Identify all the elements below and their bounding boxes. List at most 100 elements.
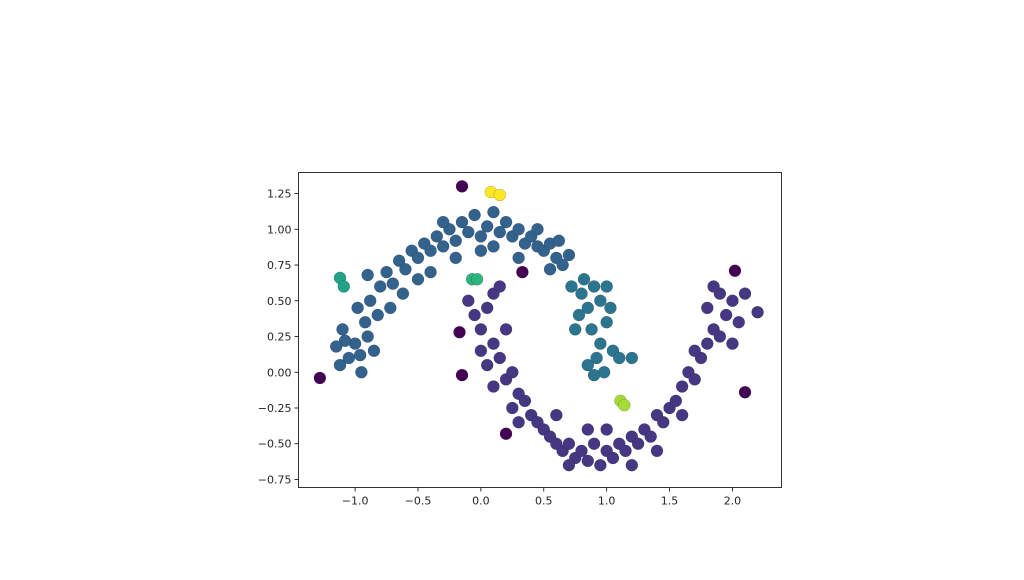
data-point — [562, 248, 576, 262]
data-point — [612, 351, 626, 365]
data-point — [430, 230, 444, 243]
x-tick-label: 0.0 — [472, 495, 490, 508]
x-tick-label: −1.0 — [342, 495, 369, 508]
data-point — [701, 301, 714, 315]
data-point — [386, 277, 400, 290]
data-point — [707, 280, 720, 293]
data-point — [543, 263, 557, 276]
data-point — [600, 280, 613, 293]
data-point — [675, 408, 689, 422]
data-point — [618, 398, 631, 412]
data-point — [568, 323, 582, 336]
data-point — [726, 337, 739, 350]
data-point — [512, 416, 525, 429]
data-point — [575, 287, 588, 300]
data-point — [392, 254, 406, 267]
y-tick-label: 0.25 — [267, 331, 292, 344]
data-point — [732, 315, 745, 329]
data-point — [449, 234, 462, 247]
data-point — [594, 294, 607, 308]
data-point — [424, 265, 437, 279]
data-point — [562, 437, 576, 450]
data-point — [436, 215, 450, 229]
data-point — [619, 444, 632, 458]
data-point — [575, 444, 588, 458]
data-point — [363, 294, 377, 308]
data-point — [499, 323, 513, 336]
data-point — [499, 215, 513, 229]
data-point — [353, 348, 367, 362]
data-point — [713, 330, 727, 343]
data-point — [487, 337, 500, 350]
data-point — [604, 301, 617, 315]
data-point — [512, 223, 525, 236]
data-point — [474, 244, 488, 257]
data-point — [361, 330, 374, 343]
data-point — [487, 205, 500, 219]
data-point — [396, 287, 410, 300]
data-point — [585, 323, 598, 336]
data-point — [342, 351, 356, 365]
data-point — [351, 301, 364, 315]
data-point — [738, 287, 752, 300]
data-point — [657, 416, 670, 429]
data-point — [480, 358, 494, 372]
data-point — [565, 280, 578, 293]
data-point — [587, 368, 601, 382]
data-point — [751, 305, 764, 319]
data-point — [333, 358, 347, 372]
data-point — [474, 344, 488, 358]
x-tick-label: 1.0 — [598, 495, 616, 508]
data-point — [480, 220, 494, 233]
data-point — [337, 280, 351, 293]
data-point — [480, 301, 494, 315]
data-point — [701, 337, 714, 350]
data-point — [728, 264, 742, 277]
data-point — [493, 225, 506, 239]
data-point — [474, 323, 488, 336]
data-point — [518, 394, 532, 408]
data-point — [512, 251, 525, 265]
y-axis: 1.25 1.00 0.75 0.50 0.25 0.00 −0.25 −0.50 −0.75 — [258, 188, 299, 486]
data-point — [726, 294, 739, 308]
y-tick-label: 0.50 — [267, 295, 292, 308]
data-point — [600, 315, 613, 329]
data-point — [581, 358, 595, 372]
data-point — [572, 308, 586, 322]
data-point — [581, 301, 595, 315]
data-point — [313, 371, 327, 385]
data-point — [455, 368, 469, 382]
data-point — [675, 380, 689, 393]
x-tick-label: 2.0 — [724, 495, 742, 508]
data-point — [436, 240, 450, 253]
y-tick-label: 1.00 — [267, 223, 292, 236]
data-point — [587, 280, 601, 293]
data-point — [552, 234, 566, 247]
y-tick-label: −0.25 — [258, 402, 292, 415]
data-point — [336, 323, 349, 336]
data-point — [606, 451, 620, 465]
points-layer — [313, 180, 764, 472]
data-point — [487, 380, 500, 393]
y-tick-label: 0.00 — [267, 366, 292, 379]
data-point — [550, 408, 563, 422]
data-point — [449, 251, 462, 265]
data-point — [581, 454, 595, 468]
data-point — [493, 280, 506, 293]
data-point — [506, 366, 519, 379]
data-point — [493, 188, 506, 202]
y-tick-label: 0.75 — [267, 259, 292, 272]
data-point — [493, 351, 506, 365]
data-point — [581, 423, 595, 436]
data-point — [371, 308, 384, 322]
data-point — [556, 258, 569, 272]
data-point — [374, 280, 387, 293]
data-point — [453, 325, 466, 339]
data-point — [600, 423, 613, 436]
x-axis: −1.0 −0.5 0.0 0.5 1.0 1.5 2.0 — [342, 487, 742, 508]
data-point — [590, 351, 603, 365]
plot-frame — [298, 172, 782, 488]
data-point — [625, 458, 639, 472]
data-point — [462, 294, 475, 308]
